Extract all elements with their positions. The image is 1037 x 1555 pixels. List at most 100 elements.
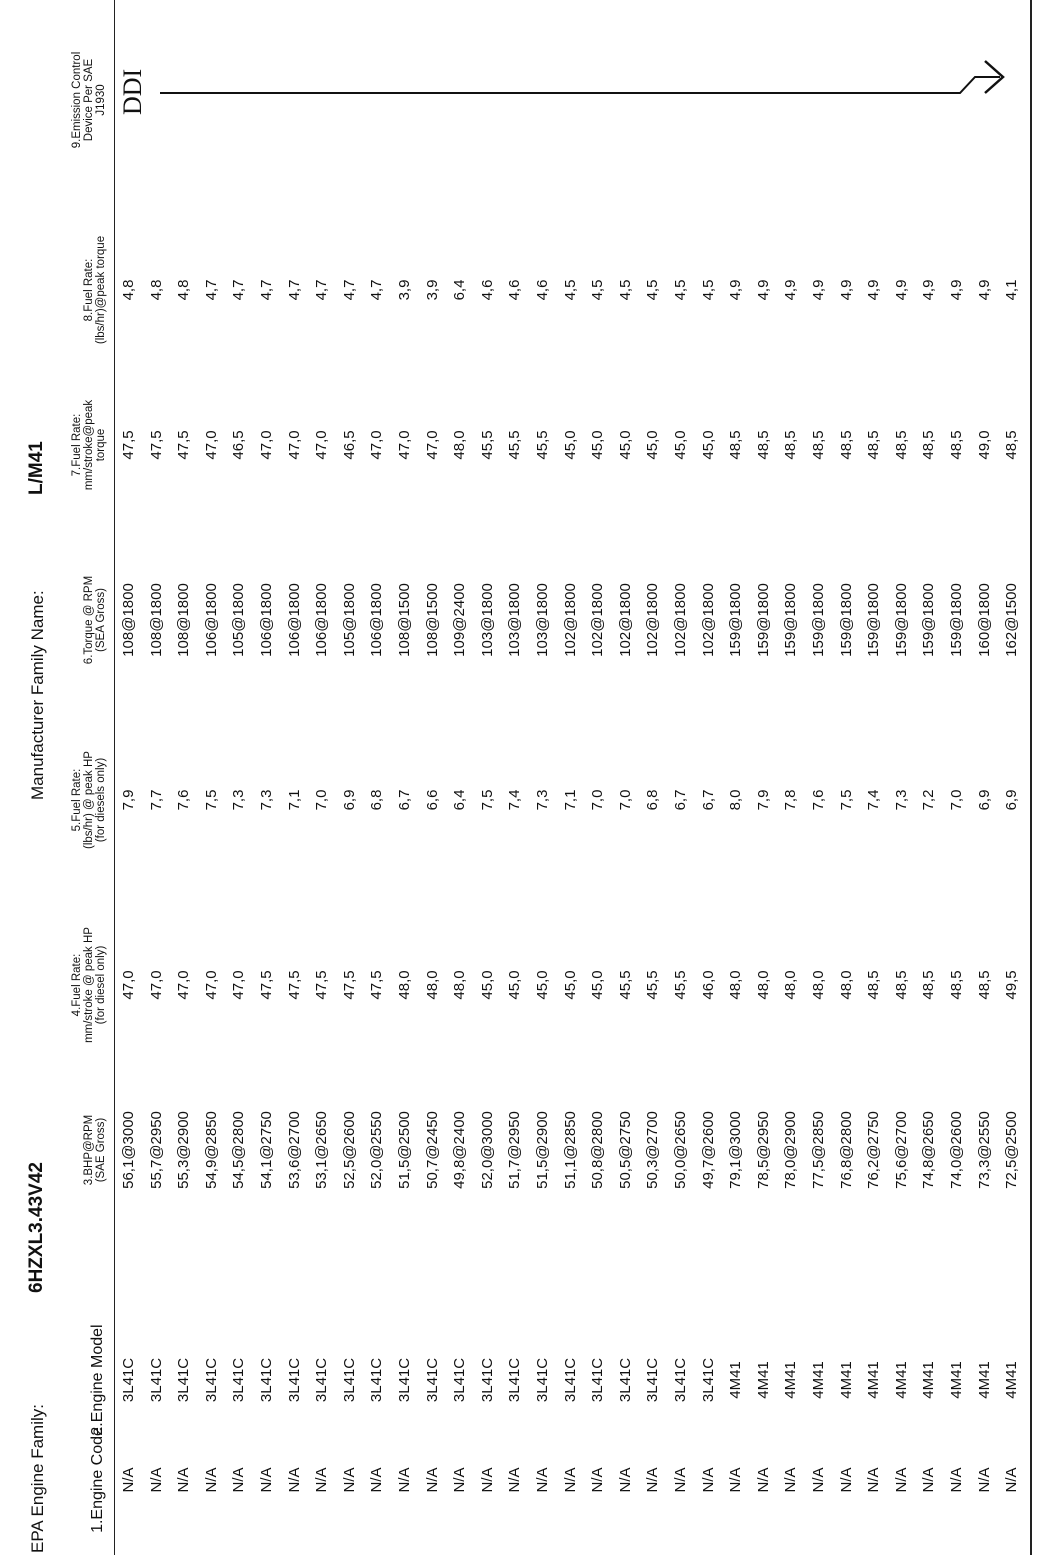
table-cell: 48,0 bbox=[782, 970, 800, 1000]
table-cell: 7,3 bbox=[230, 789, 248, 811]
table-cell: 3L41C bbox=[230, 1357, 248, 1403]
table-cell: 3L41C bbox=[589, 1357, 607, 1403]
table-cell: 4M41 bbox=[754, 1361, 772, 1399]
table-cell: 7,6 bbox=[175, 789, 193, 811]
table-cell: 8,0 bbox=[727, 789, 745, 811]
table-cell: 7,9 bbox=[120, 789, 137, 811]
table-cell: N/A bbox=[478, 1467, 496, 1493]
table-cell: 3L41C bbox=[202, 1357, 220, 1403]
table-cell: 6,7 bbox=[396, 789, 413, 811]
table-cell: 3L41C bbox=[258, 1357, 275, 1403]
table-cell: 50,7@2450 bbox=[423, 1111, 441, 1189]
table-cell: 4,9 bbox=[975, 279, 993, 301]
table-cell: N/A bbox=[423, 1467, 441, 1493]
table-cell: 3L41C bbox=[699, 1357, 717, 1403]
table-cell: 45,0 bbox=[561, 970, 579, 1000]
table-cell: 106@1800 bbox=[368, 583, 386, 657]
table-cell: 159@1800 bbox=[948, 583, 965, 657]
table-cell: 48,0 bbox=[727, 970, 745, 1000]
table-cell: 7,5 bbox=[478, 789, 496, 811]
table-cell: 47,0 bbox=[313, 430, 331, 460]
table-cell: 47,5 bbox=[340, 970, 358, 1000]
table-cell: 48,5 bbox=[837, 430, 855, 460]
table-cell: 6,8 bbox=[368, 789, 386, 811]
table-cell: 48,5 bbox=[754, 430, 772, 460]
table-cell: 4,8 bbox=[175, 279, 193, 301]
table-cell: 78,5@2950 bbox=[754, 1111, 772, 1189]
table-cell: 7,0 bbox=[616, 789, 634, 811]
table-cell: 55,3@2900 bbox=[175, 1111, 193, 1189]
table-cell: 4,9 bbox=[782, 279, 800, 301]
column-header: 3.BHP@RPM (SAE Gross) bbox=[83, 1114, 107, 1186]
table-cell: 54,9@2850 bbox=[202, 1111, 220, 1189]
table-cell: 3L41C bbox=[561, 1357, 579, 1403]
table-cell: 48,5 bbox=[920, 970, 938, 1000]
table-cell: 7,3 bbox=[892, 789, 910, 811]
table-cell: 4M41 bbox=[975, 1361, 993, 1399]
table-cell: 48,0 bbox=[396, 970, 413, 1000]
table-cell: 47,0 bbox=[230, 970, 248, 1000]
table-cell: 4,8 bbox=[120, 279, 137, 301]
table-cell: N/A bbox=[920, 1467, 938, 1493]
table-cell: 6,8 bbox=[644, 789, 662, 811]
column-header: 5.Fuel Rate: (lbs/hr) @ peak HP (for die… bbox=[71, 751, 107, 849]
table-cell: N/A bbox=[506, 1467, 524, 1493]
table-cell: 47,5 bbox=[285, 970, 303, 1000]
table-cell: 48,5 bbox=[892, 430, 910, 460]
table-cell: N/A bbox=[699, 1467, 717, 1493]
table-cell: 4,9 bbox=[810, 279, 827, 301]
table-cell: N/A bbox=[230, 1467, 248, 1493]
table-cell: 159@1800 bbox=[837, 583, 855, 657]
table-cell: 51,5@2500 bbox=[396, 1111, 413, 1189]
table-cell: 108@1800 bbox=[147, 583, 165, 657]
table-cell: 46,5 bbox=[340, 430, 358, 460]
table-cell: 7,2 bbox=[920, 789, 938, 811]
table-cell: 47,0 bbox=[258, 430, 275, 460]
table-cell: 52,5@2600 bbox=[340, 1111, 358, 1189]
table-cell: 45,5 bbox=[506, 430, 524, 460]
table-cell: N/A bbox=[396, 1467, 413, 1493]
table-cell: 6,6 bbox=[423, 789, 441, 811]
table-cell: N/A bbox=[616, 1467, 634, 1493]
table-cell: 4M41 bbox=[892, 1361, 910, 1399]
table-cell: 76,2@2750 bbox=[865, 1111, 883, 1189]
table-cell: 48,0 bbox=[451, 430, 469, 460]
table-cell: 50,5@2750 bbox=[616, 1111, 634, 1189]
table-cell: 48,5 bbox=[920, 430, 938, 460]
table-cell: 4,5 bbox=[644, 279, 662, 301]
table-cell: 45,0 bbox=[478, 970, 496, 1000]
table-cell: 159@1800 bbox=[810, 583, 827, 657]
table-cell: 52,0@3000 bbox=[478, 1111, 496, 1189]
table-cell: 4,7 bbox=[202, 279, 220, 301]
table-cell: 4,9 bbox=[920, 279, 938, 301]
table-cell: 7,0 bbox=[948, 789, 965, 811]
table-cell: 4M41 bbox=[782, 1361, 800, 1399]
table-cell: 4,5 bbox=[699, 279, 717, 301]
table-cell: 49,0 bbox=[975, 430, 993, 460]
table-cell: 3L41C bbox=[672, 1357, 689, 1403]
table-cell: 45,0 bbox=[589, 430, 607, 460]
table-cell: N/A bbox=[644, 1467, 662, 1493]
table-cell: 102@1800 bbox=[616, 583, 634, 657]
table-cell: 103@1800 bbox=[506, 583, 524, 657]
table-cell: 3L41C bbox=[120, 1357, 137, 1403]
table-cell: N/A bbox=[727, 1467, 745, 1493]
table-cell: 3L41C bbox=[147, 1357, 165, 1403]
table-cell: 72,5@2500 bbox=[1003, 1111, 1021, 1189]
table-cell: N/A bbox=[534, 1467, 551, 1493]
table-cell: 7,4 bbox=[865, 789, 883, 811]
table-cell: 162@1500 bbox=[1003, 583, 1021, 657]
table-cell: N/A bbox=[451, 1467, 469, 1493]
table-cell: 45,5 bbox=[644, 970, 662, 1000]
table-cell: 45,5 bbox=[616, 970, 634, 1000]
table-cell: 48,5 bbox=[865, 430, 883, 460]
table-cell: 7,4 bbox=[506, 789, 524, 811]
table-cell: 4M41 bbox=[948, 1361, 965, 1399]
table-cell: 102@1800 bbox=[561, 583, 579, 657]
table-cell: 4M41 bbox=[920, 1361, 938, 1399]
column-header: 8.Fuel Rate: (lbs/hr)@peak torque bbox=[83, 235, 107, 345]
table-cell: 4,7 bbox=[258, 279, 275, 301]
table-cell: 47,0 bbox=[368, 430, 386, 460]
